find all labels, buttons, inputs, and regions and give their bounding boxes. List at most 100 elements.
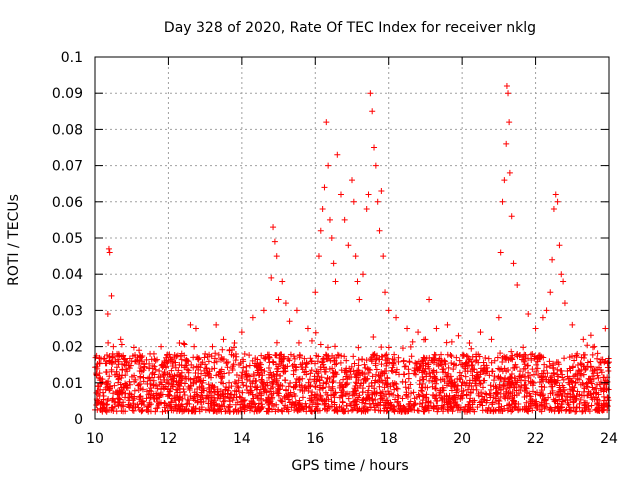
baseline-point	[323, 352, 330, 359]
baseline-point	[534, 356, 541, 363]
data-point	[337, 191, 344, 198]
baseline-point	[439, 387, 446, 394]
baseline-point	[408, 353, 415, 360]
baseline-point	[375, 400, 382, 407]
baseline-point	[129, 353, 136, 360]
baseline-point	[130, 400, 137, 407]
baseline-point	[308, 358, 315, 365]
data-point	[554, 198, 561, 205]
baseline-point	[124, 368, 131, 375]
baseline-point	[173, 386, 180, 393]
baseline-point	[576, 400, 583, 407]
y-tick-label: 0.03	[52, 303, 83, 319]
baseline-point	[266, 388, 273, 395]
baseline-point	[534, 389, 541, 396]
x-tick-label: 12	[160, 431, 178, 447]
baseline-point	[296, 399, 303, 406]
baseline-point	[213, 408, 220, 415]
baseline-point	[147, 380, 154, 387]
baseline-point	[245, 403, 252, 410]
data-point	[561, 300, 568, 307]
baseline-point	[571, 357, 578, 364]
baseline-point	[567, 367, 574, 374]
baseline-point	[526, 390, 533, 397]
baseline-point	[483, 399, 490, 406]
baseline-point	[316, 382, 323, 389]
baseline-point	[350, 353, 357, 360]
baseline-point	[221, 356, 228, 363]
baseline-point	[254, 367, 261, 374]
baseline-point	[464, 368, 471, 375]
baseline-point	[515, 390, 522, 397]
baseline-point	[169, 383, 176, 390]
baseline-point	[589, 367, 596, 374]
baseline-point	[203, 365, 210, 372]
baseline-point	[406, 403, 413, 410]
baseline-point	[577, 370, 584, 377]
baseline-point	[174, 389, 181, 396]
data-point	[304, 325, 311, 332]
baseline-point	[385, 388, 392, 395]
baseline-point	[406, 358, 413, 365]
baseline-point	[172, 359, 179, 366]
baseline-point	[433, 361, 440, 368]
baseline-point	[159, 361, 166, 368]
baseline-point	[416, 377, 423, 384]
baseline-point	[523, 399, 530, 406]
baseline-point	[311, 394, 318, 401]
baseline-point	[523, 385, 530, 392]
baseline-point	[218, 355, 225, 362]
data-point	[560, 278, 567, 285]
baseline-point	[440, 403, 447, 410]
baseline-point	[355, 367, 362, 374]
baseline-point	[292, 363, 299, 370]
baseline-point	[481, 377, 488, 384]
baseline-point	[285, 396, 292, 403]
baseline-point	[402, 379, 409, 386]
data-point	[104, 311, 111, 318]
baseline-point	[213, 358, 220, 365]
baseline-point	[506, 401, 513, 408]
baseline-point	[554, 392, 561, 399]
baseline-point	[97, 355, 104, 362]
baseline-point	[194, 356, 201, 363]
data-point	[415, 329, 422, 336]
baseline-point	[546, 407, 553, 414]
baseline-point	[232, 351, 239, 358]
baseline-point	[416, 364, 423, 371]
baseline-point	[168, 367, 175, 374]
baseline-point	[225, 384, 232, 391]
baseline-point	[243, 383, 250, 390]
baseline-point	[471, 397, 478, 404]
baseline-point	[367, 366, 374, 373]
data-point	[525, 311, 532, 318]
baseline-point	[473, 382, 480, 389]
data-point	[319, 206, 326, 213]
data-point	[326, 216, 333, 223]
baseline-point	[541, 384, 548, 391]
baseline-point	[543, 364, 550, 371]
baseline-point	[405, 366, 412, 373]
baseline-point	[136, 394, 143, 401]
baseline-point	[282, 364, 289, 371]
baseline-point	[431, 355, 438, 362]
baseline-point	[376, 383, 383, 390]
baseline-point	[604, 403, 611, 410]
x-tick-label: 22	[527, 431, 545, 447]
data-point	[136, 347, 143, 354]
baseline-point	[175, 402, 182, 409]
baseline-point	[546, 358, 553, 365]
data-point	[321, 184, 328, 191]
data-point	[312, 289, 319, 296]
baseline-point	[219, 346, 226, 353]
baseline-point	[445, 364, 452, 371]
data-point	[103, 368, 110, 375]
baseline-point	[468, 345, 475, 352]
data-point	[506, 169, 513, 176]
baseline-point	[178, 369, 185, 376]
baseline-point	[509, 352, 516, 359]
baseline-point	[308, 358, 315, 365]
baseline-point	[307, 370, 314, 377]
baseline-point	[564, 390, 571, 397]
baseline-point	[580, 351, 587, 358]
